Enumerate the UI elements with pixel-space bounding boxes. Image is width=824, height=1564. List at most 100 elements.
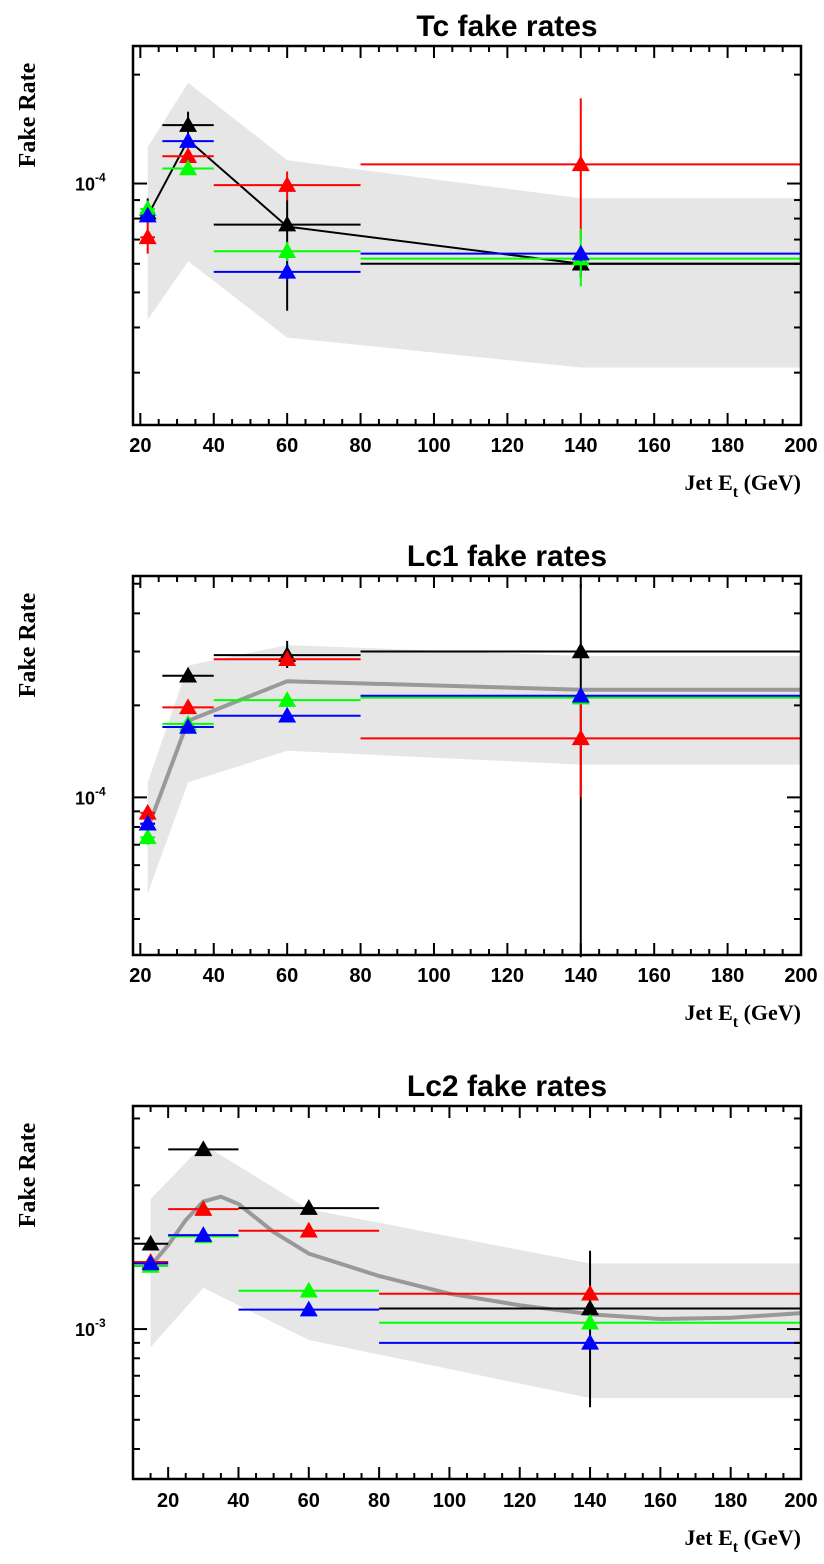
x-tick-label: 140 [573,1490,606,1512]
x-tick-label: 100 [417,435,450,457]
x-tick-label: 60 [298,1490,320,1512]
data-point-blue-3 [278,262,297,279]
x-axis-label-unit: (GeV) [738,1000,801,1025]
x-axis-label-subscript: t [733,1014,739,1031]
data-point-black-3 [278,215,297,232]
data-point-black-2 [179,666,198,683]
data-point-red-3 [299,1221,318,1238]
chart-panel-1: 20 40 60 80 100 120 140 160 180 200 10-4 Tc fake ra… [15,10,818,501]
x-tick-label: 40 [203,965,225,987]
data-point-blue-1 [138,206,157,223]
x-tick-label: 80 [349,435,371,457]
chart-title: Lc1 fake rates [407,540,607,573]
series-black [133,1140,801,1408]
x-axis-label: Jet Et (GeV) [684,1525,801,1556]
x-tick-label: 20 [157,1490,179,1512]
data-point-red-1 [138,228,157,245]
data-point-red-4 [571,155,590,172]
data-point-red-1 [138,803,157,820]
x-axis-label: Jet Et (GeV) [684,470,801,501]
x-tick-label: 40 [227,1490,249,1512]
x-tick-label: 100 [417,965,450,987]
y-tick-exponent: -4 [95,784,106,798]
series-red [138,650,801,820]
y-tick-exponent: -3 [95,1316,106,1330]
series-red [138,98,801,254]
chart-title: Tc fake rates [416,10,597,43]
data-point-green-3 [278,242,297,258]
x-axis-label-unit: (GeV) [738,1525,801,1550]
x-tick-label: 120 [491,435,524,457]
y-axis-label: Fake Rate [15,1122,41,1227]
data-point-blue-3 [299,1300,318,1317]
data-point-red-2 [179,698,198,715]
data-point-black-4 [581,1299,600,1316]
data-point-red-4 [571,729,590,746]
x-tick-label: 100 [433,1490,466,1512]
x-tick-label: 180 [711,435,744,457]
y-axis-label: Fake Rate [15,592,41,697]
y-tick-label: 10-4 [75,784,106,808]
data-point-blue-2 [179,717,198,734]
x-tick-label: 80 [368,1490,390,1512]
data-point-green-1 [138,828,157,845]
data-point-blue-1 [138,814,157,831]
x-tick-label: 120 [503,1490,536,1512]
chart-panel-2: 20 40 60 80 100 120 140 160 180 200 10-4 Lc1 fake r… [15,540,818,1031]
central-curve [149,1194,802,1321]
y-tick-mantissa: 10 [75,1320,95,1340]
x-tick-label: 200 [784,435,817,457]
chart-panel-3: 20 40 60 80 100 120 140 160 180 200 10-3 Lc2 fake r… [15,1070,818,1556]
data-point-blue-2 [179,132,198,148]
plot-frame [131,574,803,957]
data-point-green-3 [299,1281,318,1298]
x-tick-label: 140 [564,965,597,987]
x-tick-label: 160 [637,965,670,987]
data-point-red-2 [179,147,198,163]
data-point-blue-4 [571,686,590,703]
series-blue [138,132,801,281]
x-tick-label: 120 [491,965,524,987]
uncertainty-band [147,645,801,894]
x-tick-label: 180 [714,1490,747,1512]
data-point-black-1 [141,1234,160,1251]
y-tick-label: 10-4 [75,171,106,195]
central-curve [145,679,801,830]
x-axis-label-subscript: t [733,484,739,501]
data-point-black-2 [194,1140,213,1157]
x-tick-label: 200 [784,1490,817,1512]
data-point-black-2 [179,116,198,132]
x-tick-label: 60 [276,965,298,987]
y-tick-mantissa: 10 [75,788,95,808]
data-point-blue-3 [278,706,297,723]
y-tick-mantissa: 10 [75,175,95,195]
x-tick-label: 20 [129,435,151,457]
x-tick-label: 60 [276,435,298,457]
x-axis-label-main: Jet E [684,470,732,495]
data-point-red-2 [194,1200,213,1216]
uncertainty-band [150,1144,802,1399]
data-point-blue-2 [194,1226,213,1242]
data-point-blue-1 [141,1254,160,1271]
y-tick-label: 10-3 [75,1316,106,1340]
series-black [138,583,801,958]
x-tick-label: 80 [349,965,371,987]
x-axis-label-subscript: t [733,1539,739,1556]
x-tick-label: 160 [637,435,670,457]
y-tick-exponent: -4 [95,171,106,185]
x-tick-label: 180 [711,965,744,987]
data-point-red-3 [278,650,297,667]
x-axis-label: Jet Et (GeV) [684,1000,801,1031]
x-axis-label-main: Jet E [684,1000,732,1025]
x-tick-label: 40 [203,435,225,457]
data-point-blue-4 [571,244,590,261]
data-point-blue-4 [581,1333,600,1350]
data-point-black-3 [299,1199,318,1215]
x-tick-label: 200 [784,965,817,987]
x-tick-label: 20 [129,965,151,987]
series-blue [138,686,801,831]
x-tick-label: 140 [564,435,597,457]
data-point-red-3 [278,176,297,192]
chart-title: Lc2 fake rates [407,1070,607,1103]
